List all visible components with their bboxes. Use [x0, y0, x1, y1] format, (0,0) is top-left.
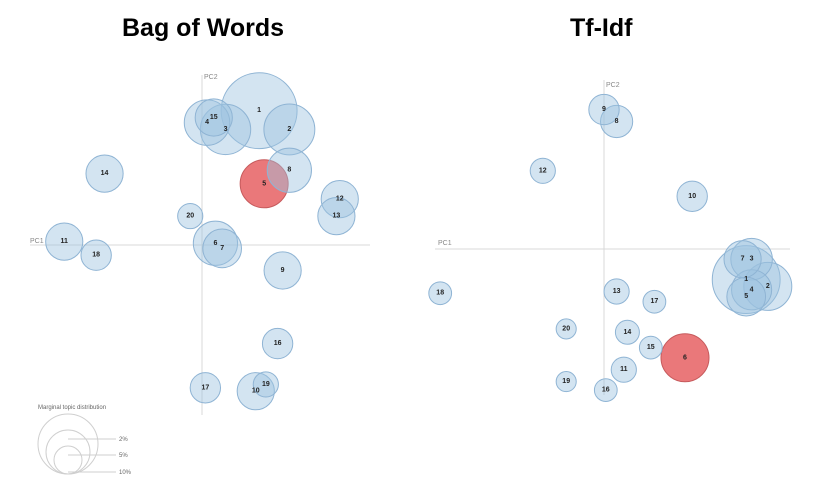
- topic-bubble-14[interactable]: [614, 319, 640, 345]
- topic-bubble-13[interactable]: [603, 278, 630, 305]
- topic-label-15: 15: [210, 114, 218, 121]
- legend-entry-3: 10%: [119, 470, 132, 476]
- topic-label-16: 16: [274, 340, 282, 347]
- topic-label-9: 9: [602, 106, 606, 113]
- topic-label-8: 8: [615, 118, 619, 125]
- topic-label-10: 10: [252, 388, 260, 395]
- topic-label-1: 1: [257, 107, 261, 114]
- topic-bubble-15[interactable]: [194, 98, 233, 137]
- topic-label-18: 18: [92, 252, 100, 259]
- topic-label-13: 13: [613, 288, 621, 295]
- topic-label-9: 9: [281, 267, 285, 274]
- topic-bubble-15[interactable]: [638, 335, 663, 360]
- topic-label-7: 7: [741, 256, 745, 263]
- topic-label-19: 19: [262, 381, 270, 388]
- topic-label-5: 5: [262, 180, 266, 187]
- legend-entry-2: 5%: [119, 453, 128, 459]
- topic-bubble-11[interactable]: [610, 356, 637, 383]
- topic-label-3: 3: [224, 126, 228, 133]
- topic-bubble-16[interactable]: [593, 378, 618, 402]
- topic-bubble-14[interactable]: [85, 154, 124, 193]
- topic-bubble-12[interactable]: [320, 180, 359, 219]
- x-axis-label: PC1: [438, 240, 452, 247]
- legend-circle-3: [37, 413, 99, 475]
- topic-bubble-2[interactable]: [263, 103, 316, 156]
- topic-label-10: 10: [688, 193, 696, 200]
- topic-bubble-3[interactable]: [730, 237, 773, 281]
- topic-bubble-9[interactable]: [263, 251, 302, 290]
- topic-bubble-17[interactable]: [189, 372, 222, 404]
- topic-bubble-8[interactable]: [600, 104, 634, 139]
- topic-label-2: 2: [766, 283, 770, 290]
- x-axis-label: PC1: [30, 238, 44, 245]
- topic-label-3: 3: [750, 256, 754, 263]
- topic-bubble-8[interactable]: [266, 147, 312, 193]
- topic-label-6: 6: [213, 240, 217, 247]
- topic-bubble-17[interactable]: [642, 289, 667, 314]
- topic-label-4: 4: [750, 286, 754, 293]
- chart-title-bag-of-words: Bag of Words: [122, 14, 285, 42]
- topic-label-17: 17: [201, 384, 209, 391]
- topic-label-1: 1: [744, 276, 748, 283]
- topic-bubble-4[interactable]: [731, 269, 773, 311]
- topic-label-4: 4: [205, 119, 209, 126]
- topic-bubble-13[interactable]: [317, 197, 356, 236]
- topic-bubble-18[interactable]: [428, 281, 453, 306]
- topic-bubble-6[interactable]: [660, 333, 710, 383]
- legend-title: Marginal topic distribution: [38, 405, 106, 411]
- topic-bubble-7[interactable]: [202, 228, 243, 269]
- y-axis-label: PC2: [204, 74, 218, 81]
- legend-circle-1: [53, 445, 83, 475]
- topic-label-6: 6: [683, 354, 687, 361]
- legend-entry-1: 2%: [119, 437, 128, 443]
- topic-label-14: 14: [101, 170, 109, 177]
- topic-bubble-9[interactable]: [588, 93, 620, 126]
- topic-label-12: 12: [539, 167, 547, 174]
- topic-label-5: 5: [744, 293, 748, 300]
- topic-bubble-2[interactable]: [743, 261, 793, 311]
- topic-label-19: 19: [562, 378, 570, 385]
- topic-label-13: 13: [333, 213, 341, 220]
- topic-bubble-16[interactable]: [261, 327, 294, 360]
- topic-bubble-19[interactable]: [252, 371, 279, 398]
- topic-label-17: 17: [651, 298, 659, 305]
- legend-circle-2: [45, 429, 91, 475]
- topic-label-8: 8: [287, 167, 291, 174]
- topic-label-16: 16: [602, 387, 610, 394]
- topic-bubble-10[interactable]: [676, 180, 708, 212]
- topic-bubble-12[interactable]: [529, 157, 556, 184]
- topic-bubble-7[interactable]: [723, 240, 762, 279]
- topic-bubble-19[interactable]: [555, 371, 577, 393]
- y-axis-label: PC2: [606, 82, 620, 89]
- topic-label-2: 2: [287, 126, 291, 133]
- topic-label-11: 11: [61, 238, 69, 245]
- size-legend: Marginal topic distribution 2% 5% 10%: [37, 405, 132, 476]
- topic-label-15: 15: [647, 344, 655, 351]
- topic-bubble-1[interactable]: [220, 72, 298, 150]
- chart-title-tf-idf: Tf-Idf: [570, 14, 633, 42]
- topic-bubble-20[interactable]: [177, 203, 204, 230]
- topic-label-14: 14: [624, 329, 632, 336]
- topic-label-20: 20: [562, 325, 570, 332]
- topic-label-20: 20: [186, 213, 194, 220]
- topic-bubble-6[interactable]: [192, 220, 239, 266]
- topic-label-11: 11: [620, 366, 628, 373]
- topic-label-18: 18: [436, 290, 444, 297]
- topic-label-12: 12: [336, 196, 344, 203]
- topic-bubble-5[interactable]: [239, 159, 289, 209]
- topic-bubble-20[interactable]: [555, 318, 577, 340]
- topic-bubble-11[interactable]: [45, 222, 84, 261]
- topic-label-7: 7: [220, 245, 224, 252]
- topic-bubble-18[interactable]: [80, 239, 112, 271]
- topic-bubble-3[interactable]: [199, 103, 252, 156]
